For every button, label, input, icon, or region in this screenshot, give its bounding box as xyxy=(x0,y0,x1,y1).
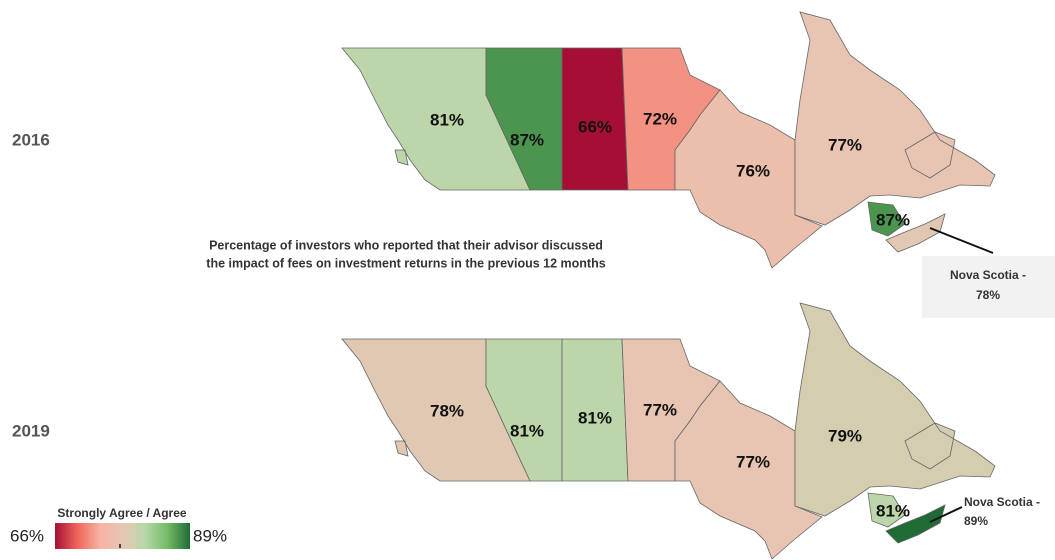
value-label: 81% xyxy=(876,501,910,520)
value-label: 77% xyxy=(736,452,770,471)
value-label: 87% xyxy=(876,210,910,229)
value-label: 66% xyxy=(578,117,612,136)
region xyxy=(885,504,946,544)
value-label: 79% xyxy=(828,426,862,445)
region xyxy=(867,201,906,237)
value-label: 77% xyxy=(643,400,677,419)
annotation-text: Nova Scotia - xyxy=(964,495,1040,509)
region xyxy=(485,47,563,191)
region xyxy=(674,89,823,269)
region xyxy=(794,302,996,517)
value-label: 81% xyxy=(578,408,612,427)
region xyxy=(485,338,563,482)
legend-gradient xyxy=(55,523,190,549)
map xyxy=(341,11,996,269)
value-label: 81% xyxy=(510,421,544,440)
region xyxy=(885,213,946,253)
annotation-text: Nova Scotia - xyxy=(950,268,1026,282)
region xyxy=(341,338,531,482)
annotation-value: 78% xyxy=(976,288,1000,302)
region xyxy=(867,492,906,528)
legend-min: 66% xyxy=(10,526,44,545)
value-label: 76% xyxy=(736,161,770,180)
year-label: 2019 xyxy=(12,421,50,440)
annotation-value: 89% xyxy=(964,514,988,528)
year-label: 2016 xyxy=(12,130,50,149)
legend-max: 89% xyxy=(193,526,227,545)
value-label: 87% xyxy=(510,130,544,149)
value-label: 81% xyxy=(430,110,464,129)
value-label: 77% xyxy=(828,135,862,154)
region xyxy=(794,11,996,226)
map xyxy=(341,302,996,560)
legend-mid-tick xyxy=(119,544,121,548)
value-label: 78% xyxy=(430,401,464,420)
annotation-line xyxy=(929,227,994,254)
annotation-box xyxy=(922,256,1055,318)
annotation-line xyxy=(929,506,963,523)
caption: the impact of fees on investment returns… xyxy=(206,256,605,270)
region xyxy=(674,380,823,560)
value-label: 72% xyxy=(643,109,677,128)
legend-title: Strongly Agree / Agree xyxy=(57,506,186,520)
caption: Percentage of investors who reported tha… xyxy=(209,238,603,252)
